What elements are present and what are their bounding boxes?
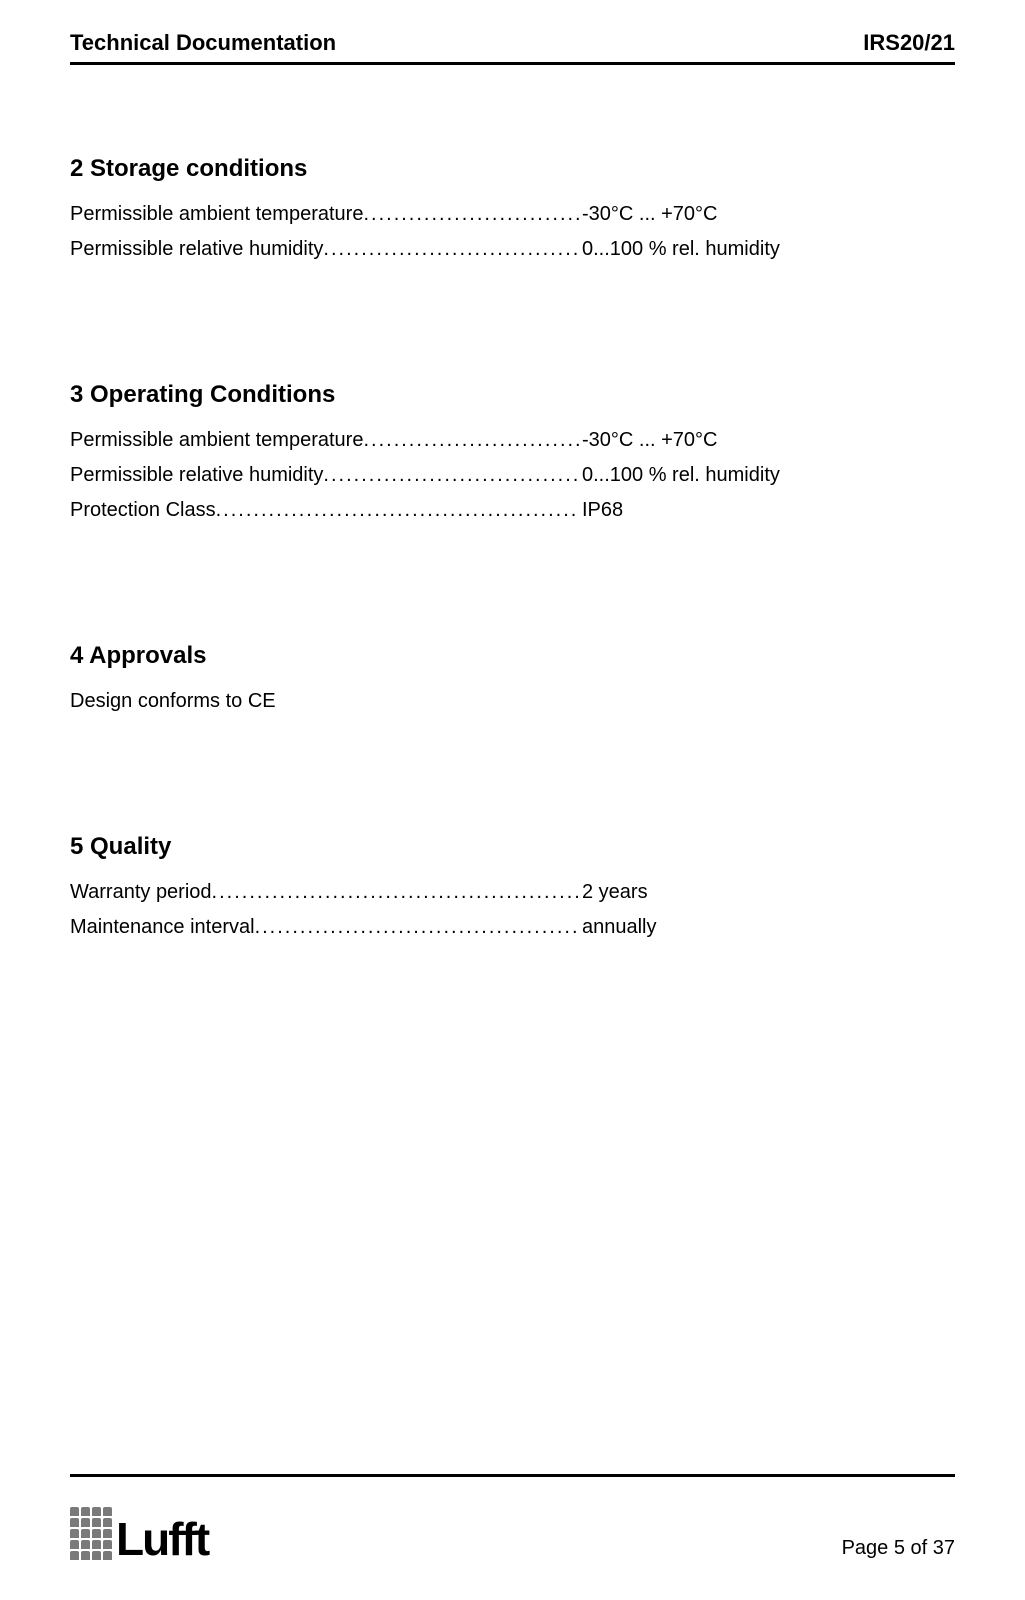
section-title: 2 Storage conditions [70,155,955,183]
section-title: 5 Quality [70,833,955,861]
section-approvals: 4 Approvals Design conforms to CE [70,642,955,713]
spec-label: Permissible ambient temperature [70,429,363,452]
spec-entry: Maintenance interval ...................… [70,916,955,939]
spec-label: Permissible relative humidity [70,238,323,261]
spec-entry: Protection Class .......................… [70,499,955,522]
spec-value: 0...100 % rel. humidity [580,464,780,487]
spec-label: Maintenance interval [70,916,255,939]
lufft-logo: Lufft [70,1507,208,1560]
spec-value: IP68 [580,499,623,522]
header-left: Technical Documentation [70,30,336,56]
spec-label: Permissible relative humidity [70,464,323,487]
leader-dots: ........................................… [363,429,580,452]
section-title: 3 Operating Conditions [70,381,955,409]
footer-row: Lufft Page 5 of 37 [70,1507,955,1560]
logo-bars-icon [70,1507,112,1560]
footer-rule [70,1474,955,1477]
spec-label: Permissible ambient temperature [70,203,363,226]
leader-dots: ........................................… [255,916,580,939]
section-quality: 5 Quality Warranty period ..............… [70,833,955,939]
page-footer: Lufft Page 5 of 37 [70,1474,955,1560]
leader-dots: ........................................… [216,499,580,522]
leader-dots: ........................................… [323,238,580,261]
content-area: 2 Storage conditions Permissible ambient… [70,65,955,939]
leader-dots: ........................................… [363,203,580,226]
spec-entry: Permissible relative humidity ..........… [70,464,955,487]
spec-entry: Permissible ambient temperature ........… [70,429,955,452]
section-storage-conditions: 2 Storage conditions Permissible ambient… [70,155,955,261]
page-header: Technical Documentation IRS20/21 [70,30,955,62]
header-right: IRS20/21 [863,30,955,56]
page-root: Technical Documentation IRS20/21 2 Stora… [0,0,1025,1600]
section-title: 4 Approvals [70,642,955,670]
spec-label: Protection Class [70,499,216,522]
spec-value: 2 years [580,881,648,904]
spec-entry: Permissible ambient temperature ........… [70,203,955,226]
spec-label: Warranty period [70,881,212,904]
section-operating-conditions: 3 Operating Conditions Permissible ambie… [70,381,955,522]
leader-dots: ........................................… [212,881,580,904]
spec-value: -30°C ... +70°C [580,203,718,226]
leader-dots: ........................................… [323,464,580,487]
approvals-text: Design conforms to CE [70,690,955,713]
spec-value: annually [580,916,657,939]
spec-entry: Warranty period ........................… [70,881,955,904]
logo-text: Lufft [116,1519,208,1560]
spec-entry: Permissible relative humidity ..........… [70,238,955,261]
spec-value: -30°C ... +70°C [580,429,718,452]
page-number: Page 5 of 37 [842,1537,955,1560]
spec-value: 0...100 % rel. humidity [580,238,780,261]
